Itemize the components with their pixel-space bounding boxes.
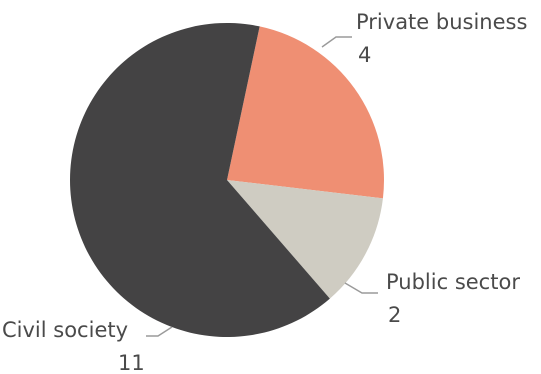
slice-label: Private business — [356, 10, 527, 34]
slice-label: Public sector — [386, 270, 520, 294]
pie-slices — [70, 23, 385, 338]
pie-slice-private-business — [227, 26, 385, 199]
leader-lines — [146, 36, 378, 337]
slice-label: Civil society — [2, 318, 128, 342]
slice-value: 11 — [118, 351, 145, 374]
slice-value: 2 — [388, 303, 401, 327]
slice-labels: Private business 4 Public sector 2 Civil soc… — [2, 10, 527, 374]
pie-slice-public-sector — [227, 180, 383, 299]
leader-line — [321, 36, 352, 48]
leader-line — [146, 326, 173, 337]
pie-slice-civil-society — [70, 23, 330, 338]
leader-line — [344, 282, 378, 294]
slice-value: 4 — [358, 43, 371, 67]
